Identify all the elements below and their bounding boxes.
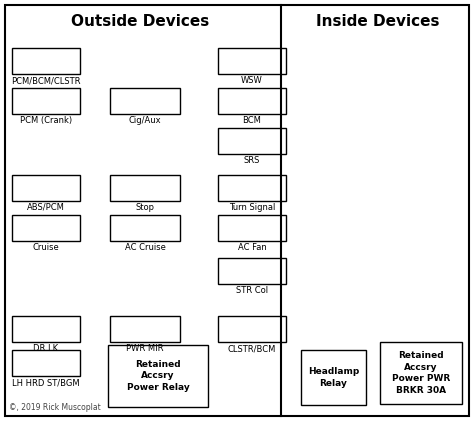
Bar [110, 215, 180, 241]
Text: BCM: BCM [243, 116, 262, 125]
Text: Outside Devices: Outside Devices [72, 14, 210, 29]
Text: Turn Signal: Turn Signal [229, 203, 275, 212]
Text: WSW: WSW [241, 76, 263, 85]
Bar [218, 215, 286, 241]
Text: Stop: Stop [136, 203, 155, 212]
Text: AC Fan: AC Fan [237, 243, 266, 252]
Bar [12, 48, 80, 74]
Bar [218, 48, 286, 74]
Bar [301, 350, 366, 405]
Text: Retained
Accsry
Power PWR
BRKR 30A: Retained Accsry Power PWR BRKR 30A [392, 351, 450, 395]
Bar [218, 175, 286, 201]
Bar [108, 345, 208, 407]
Text: Headlamp
Relay: Headlamp Relay [308, 367, 359, 388]
Text: PCM (Crank): PCM (Crank) [20, 116, 72, 125]
Text: SRS: SRS [244, 156, 260, 165]
Text: STR Col: STR Col [236, 286, 268, 295]
Text: ©, 2019 Rick Muscoplat: ©, 2019 Rick Muscoplat [9, 403, 101, 412]
Text: ABS/PCM: ABS/PCM [27, 203, 65, 212]
Text: DR LK: DR LK [34, 344, 59, 353]
Text: Cig/Aux: Cig/Aux [128, 116, 161, 125]
Bar [218, 88, 286, 114]
Text: Cruise: Cruise [33, 243, 59, 252]
Bar [110, 88, 180, 114]
Bar [12, 316, 80, 342]
Bar [12, 88, 80, 114]
Text: AC Cruise: AC Cruise [125, 243, 165, 252]
Text: LH HRD ST/BGM: LH HRD ST/BGM [12, 378, 80, 387]
Bar [380, 342, 462, 404]
Bar [12, 350, 80, 376]
Bar [110, 316, 180, 342]
Bar [110, 175, 180, 201]
Bar [12, 175, 80, 201]
Bar [218, 316, 286, 342]
Bar [218, 258, 286, 284]
Bar [218, 128, 286, 154]
Text: Retained
Accsry
Power Relay: Retained Accsry Power Relay [127, 360, 190, 392]
Text: PWR MIR: PWR MIR [126, 344, 164, 353]
Text: PCM/BCM/CLSTR: PCM/BCM/CLSTR [11, 76, 81, 85]
Text: CLSTR/BCM: CLSTR/BCM [228, 344, 276, 353]
Text: Inside Devices: Inside Devices [316, 14, 439, 29]
Bar [12, 215, 80, 241]
